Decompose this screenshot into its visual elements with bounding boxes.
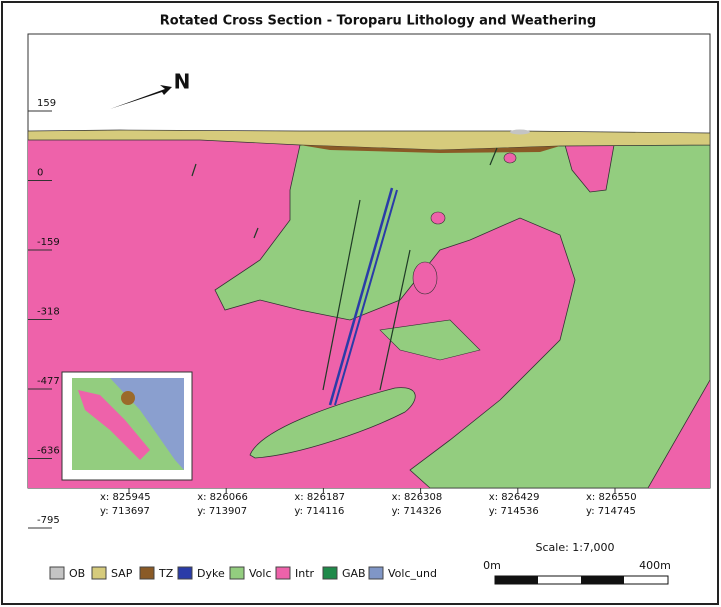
- depth-label: -477: [37, 376, 60, 387]
- coordinate-x: x: 826308: [392, 492, 443, 503]
- legend: OB SAP TZ Dyke Volc Intr GAB Volc_und: [49, 566, 437, 580]
- gabbro-dyke: [379, 249, 411, 391]
- depth-label: -159: [37, 237, 60, 248]
- inset-deposit: [121, 391, 135, 405]
- coordinate-y: y: 713907: [197, 506, 247, 517]
- coordinate-x: x: 825945: [100, 492, 151, 503]
- north-arrow-shape: [110, 85, 172, 109]
- inset-intrusive: [78, 390, 150, 460]
- depth-label: -636: [37, 446, 60, 457]
- legend-label: TZ: [158, 567, 174, 580]
- legend-swatch: [368, 566, 384, 580]
- depth-label: 159: [37, 98, 56, 109]
- intrusive-pod: [412, 261, 438, 295]
- depth-label: -318: [37, 307, 60, 318]
- coordinate-y: y: 714116: [294, 506, 344, 517]
- coordinate-labels: x: 825945 y: 713697 x: 826066 y: 713907 x: 8…: [100, 488, 637, 517]
- north-arrow: N: [110, 70, 191, 109]
- legend-label: Dyke: [197, 567, 225, 580]
- overburden: [510, 129, 530, 135]
- saprolite: [27, 129, 711, 151]
- coordinate-y: y: 714745: [586, 506, 636, 517]
- legend-swatch: [229, 566, 245, 580]
- legend-swatch: [275, 566, 291, 580]
- coordinate-y: y: 713697: [100, 506, 150, 517]
- scale-end: 400m: [639, 559, 671, 572]
- depth-label: -795: [37, 515, 60, 526]
- coordinate-x: x: 826187: [294, 492, 345, 503]
- inset-map: [61, 371, 193, 481]
- legend-label: Volc: [249, 567, 272, 580]
- volcanic: [214, 144, 711, 489]
- coordinate-x: x: 826550: [586, 492, 637, 503]
- scale-bar-segment: [581, 576, 624, 584]
- legend-swatch: [91, 566, 107, 580]
- scale-bar: 0m 400m: [483, 559, 671, 585]
- legend-swatch: [177, 566, 193, 580]
- intrusive-pod: [503, 152, 517, 164]
- volcanic-lens: [249, 387, 416, 459]
- coordinate-y: y: 714536: [489, 506, 539, 517]
- coordinate-y: y: 714326: [392, 506, 442, 517]
- dyke: [328, 187, 394, 406]
- transition-zone: [300, 145, 560, 153]
- volcanic-lobe: [379, 319, 481, 361]
- legend-label: Intr: [295, 567, 315, 580]
- section: N: [27, 33, 711, 489]
- gabbro-dyke: [191, 163, 197, 177]
- intrusive-pod: [430, 211, 446, 225]
- depth-label: 0: [37, 168, 43, 179]
- legend-label: SAP: [111, 567, 133, 580]
- gabbro-dyke: [322, 199, 361, 391]
- legend-label: OB: [69, 567, 85, 580]
- legend-label: GAB: [342, 567, 366, 580]
- title: Rotated Cross Section - Toroparu Litholo…: [160, 14, 596, 29]
- gabbro-dyke: [253, 227, 259, 239]
- scale-bar-segment: [495, 576, 538, 584]
- coordinate-x: x: 826066: [197, 492, 248, 503]
- depth-axis: 159 0 -159 -318 -477 -636 -795: [28, 98, 60, 529]
- gabbro-dyke: [489, 147, 498, 166]
- coordinate-x: x: 826429: [489, 492, 540, 503]
- legend-label: Volc_und: [388, 567, 437, 580]
- north-label: N: [174, 70, 191, 94]
- dyke: [334, 189, 398, 406]
- scale-start: 0m: [483, 559, 501, 572]
- legend-swatch: [49, 566, 65, 580]
- legend-swatch: [139, 566, 155, 580]
- scale-text: Scale: 1:7,000: [536, 541, 615, 554]
- legend-swatch: [322, 566, 338, 580]
